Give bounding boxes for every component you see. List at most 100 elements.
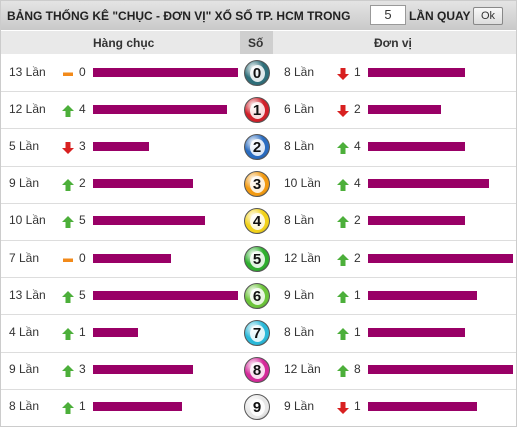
count-label: 8 Lần	[284, 64, 315, 79]
digit-ball: 4	[244, 208, 270, 235]
count-label: 9 Lần	[9, 176, 40, 191]
count-bar	[93, 104, 227, 114]
change-value: 1	[79, 399, 86, 414]
count-label: 8 Lần	[9, 399, 40, 414]
change-value: 2	[79, 176, 86, 191]
count-bar	[368, 402, 477, 412]
count-label: 12 Lần	[284, 362, 321, 377]
trend-icon	[337, 104, 349, 117]
column-header: Số	[248, 36, 264, 50]
count-bar	[368, 216, 465, 226]
row-divider	[1, 202, 516, 204]
count-label: 10 Lần	[9, 213, 46, 228]
trend-icon	[62, 104, 74, 117]
trend-icon	[62, 328, 74, 340]
change-value: 1	[354, 64, 361, 79]
title-bar	[1, 1, 516, 30]
count-label: 9 Lần	[9, 362, 40, 377]
count-bar	[93, 179, 194, 189]
trend-icon	[62, 142, 74, 154]
count-label: 13 Lần	[9, 64, 46, 79]
change-value: 4	[79, 101, 86, 116]
column-header: Hàng chục	[93, 36, 155, 50]
digit: 2	[249, 139, 265, 156]
digit-ball: 5	[244, 245, 270, 272]
count-label: 5 Lần	[9, 139, 40, 153]
ok-button[interactable]: Ok	[473, 7, 503, 25]
count-label: 8 Lần	[284, 139, 315, 153]
title: BẢNG THỐNG KÊ "CHỤC - ĐƠN VỊ" XỔ SỐ TP. …	[7, 9, 351, 23]
count-label: 12 Lần	[284, 250, 321, 265]
trend-icon	[62, 290, 74, 303]
digit-ball: 6	[244, 282, 270, 309]
change-value: 1	[79, 325, 86, 339]
digit-ball: 8	[244, 357, 270, 384]
change-value: 1	[354, 399, 361, 414]
trend-icon	[62, 254, 74, 266]
digit-header-bg	[240, 31, 273, 54]
change-value: 8	[354, 362, 361, 377]
change-value: 3	[79, 362, 86, 377]
change-value: 2	[354, 213, 361, 228]
count-label: 8 Lần	[284, 213, 315, 228]
count-bar	[368, 365, 513, 375]
digit-ball: 9	[244, 394, 270, 421]
digit: 9	[249, 399, 265, 417]
trend-icon	[62, 216, 74, 229]
change-value: 1	[354, 325, 361, 339]
digit: 8	[249, 362, 265, 380]
count-label: 12 Lần	[9, 101, 46, 116]
digit: 5	[249, 250, 265, 268]
digit: 0	[249, 64, 265, 82]
change-value: 4	[354, 176, 361, 191]
count-label: 8 Lần	[284, 325, 315, 339]
count-bar	[368, 104, 441, 114]
count-label: 9 Lần	[284, 399, 315, 414]
digit-ball: 2	[244, 134, 270, 160]
row-divider	[1, 165, 516, 167]
count-bar	[368, 142, 465, 151]
digit: 7	[249, 325, 265, 342]
row-divider	[1, 388, 516, 390]
row-divider	[1, 240, 516, 241]
trend-icon	[337, 328, 349, 340]
trend-icon	[337, 365, 349, 378]
trend-icon	[62, 365, 74, 378]
count-bar	[93, 253, 172, 263]
count-label: 7 Lần	[9, 250, 40, 265]
count-bar	[368, 67, 465, 77]
digit-ball: 1	[244, 96, 270, 123]
row-divider	[1, 314, 516, 316]
trend-icon	[337, 402, 349, 415]
trend-icon	[337, 142, 349, 154]
count-bar	[368, 290, 477, 300]
trend-icon	[62, 402, 74, 415]
count-label: 10 Lần	[284, 176, 321, 191]
row-divider	[1, 277, 516, 279]
digit: 1	[249, 101, 265, 119]
count-label: 9 Lần	[284, 287, 315, 302]
trend-icon	[337, 216, 349, 229]
count-label: 6 Lần	[284, 101, 315, 116]
trend-icon	[337, 253, 349, 266]
change-value: 0	[79, 64, 86, 79]
column-header: Đơn vị	[374, 36, 412, 50]
count-bar	[93, 365, 194, 375]
count-bar	[368, 253, 513, 263]
title-suffix: LẦN QUAY	[409, 9, 471, 23]
trend-icon	[62, 179, 74, 192]
change-value: 4	[354, 139, 361, 153]
digit: 6	[249, 287, 265, 305]
count-bar	[368, 328, 465, 337]
digit: 4	[249, 213, 265, 231]
draw-count-input[interactable]: 5	[370, 5, 406, 25]
count-label: 4 Lần	[9, 325, 40, 339]
change-value: 0	[79, 250, 86, 265]
change-value: 2	[354, 101, 361, 116]
count-bar	[93, 328, 138, 337]
change-value: 5	[79, 213, 86, 228]
row-divider	[1, 351, 516, 353]
digit-ball: 0	[244, 59, 270, 86]
count-bar	[93, 402, 183, 412]
